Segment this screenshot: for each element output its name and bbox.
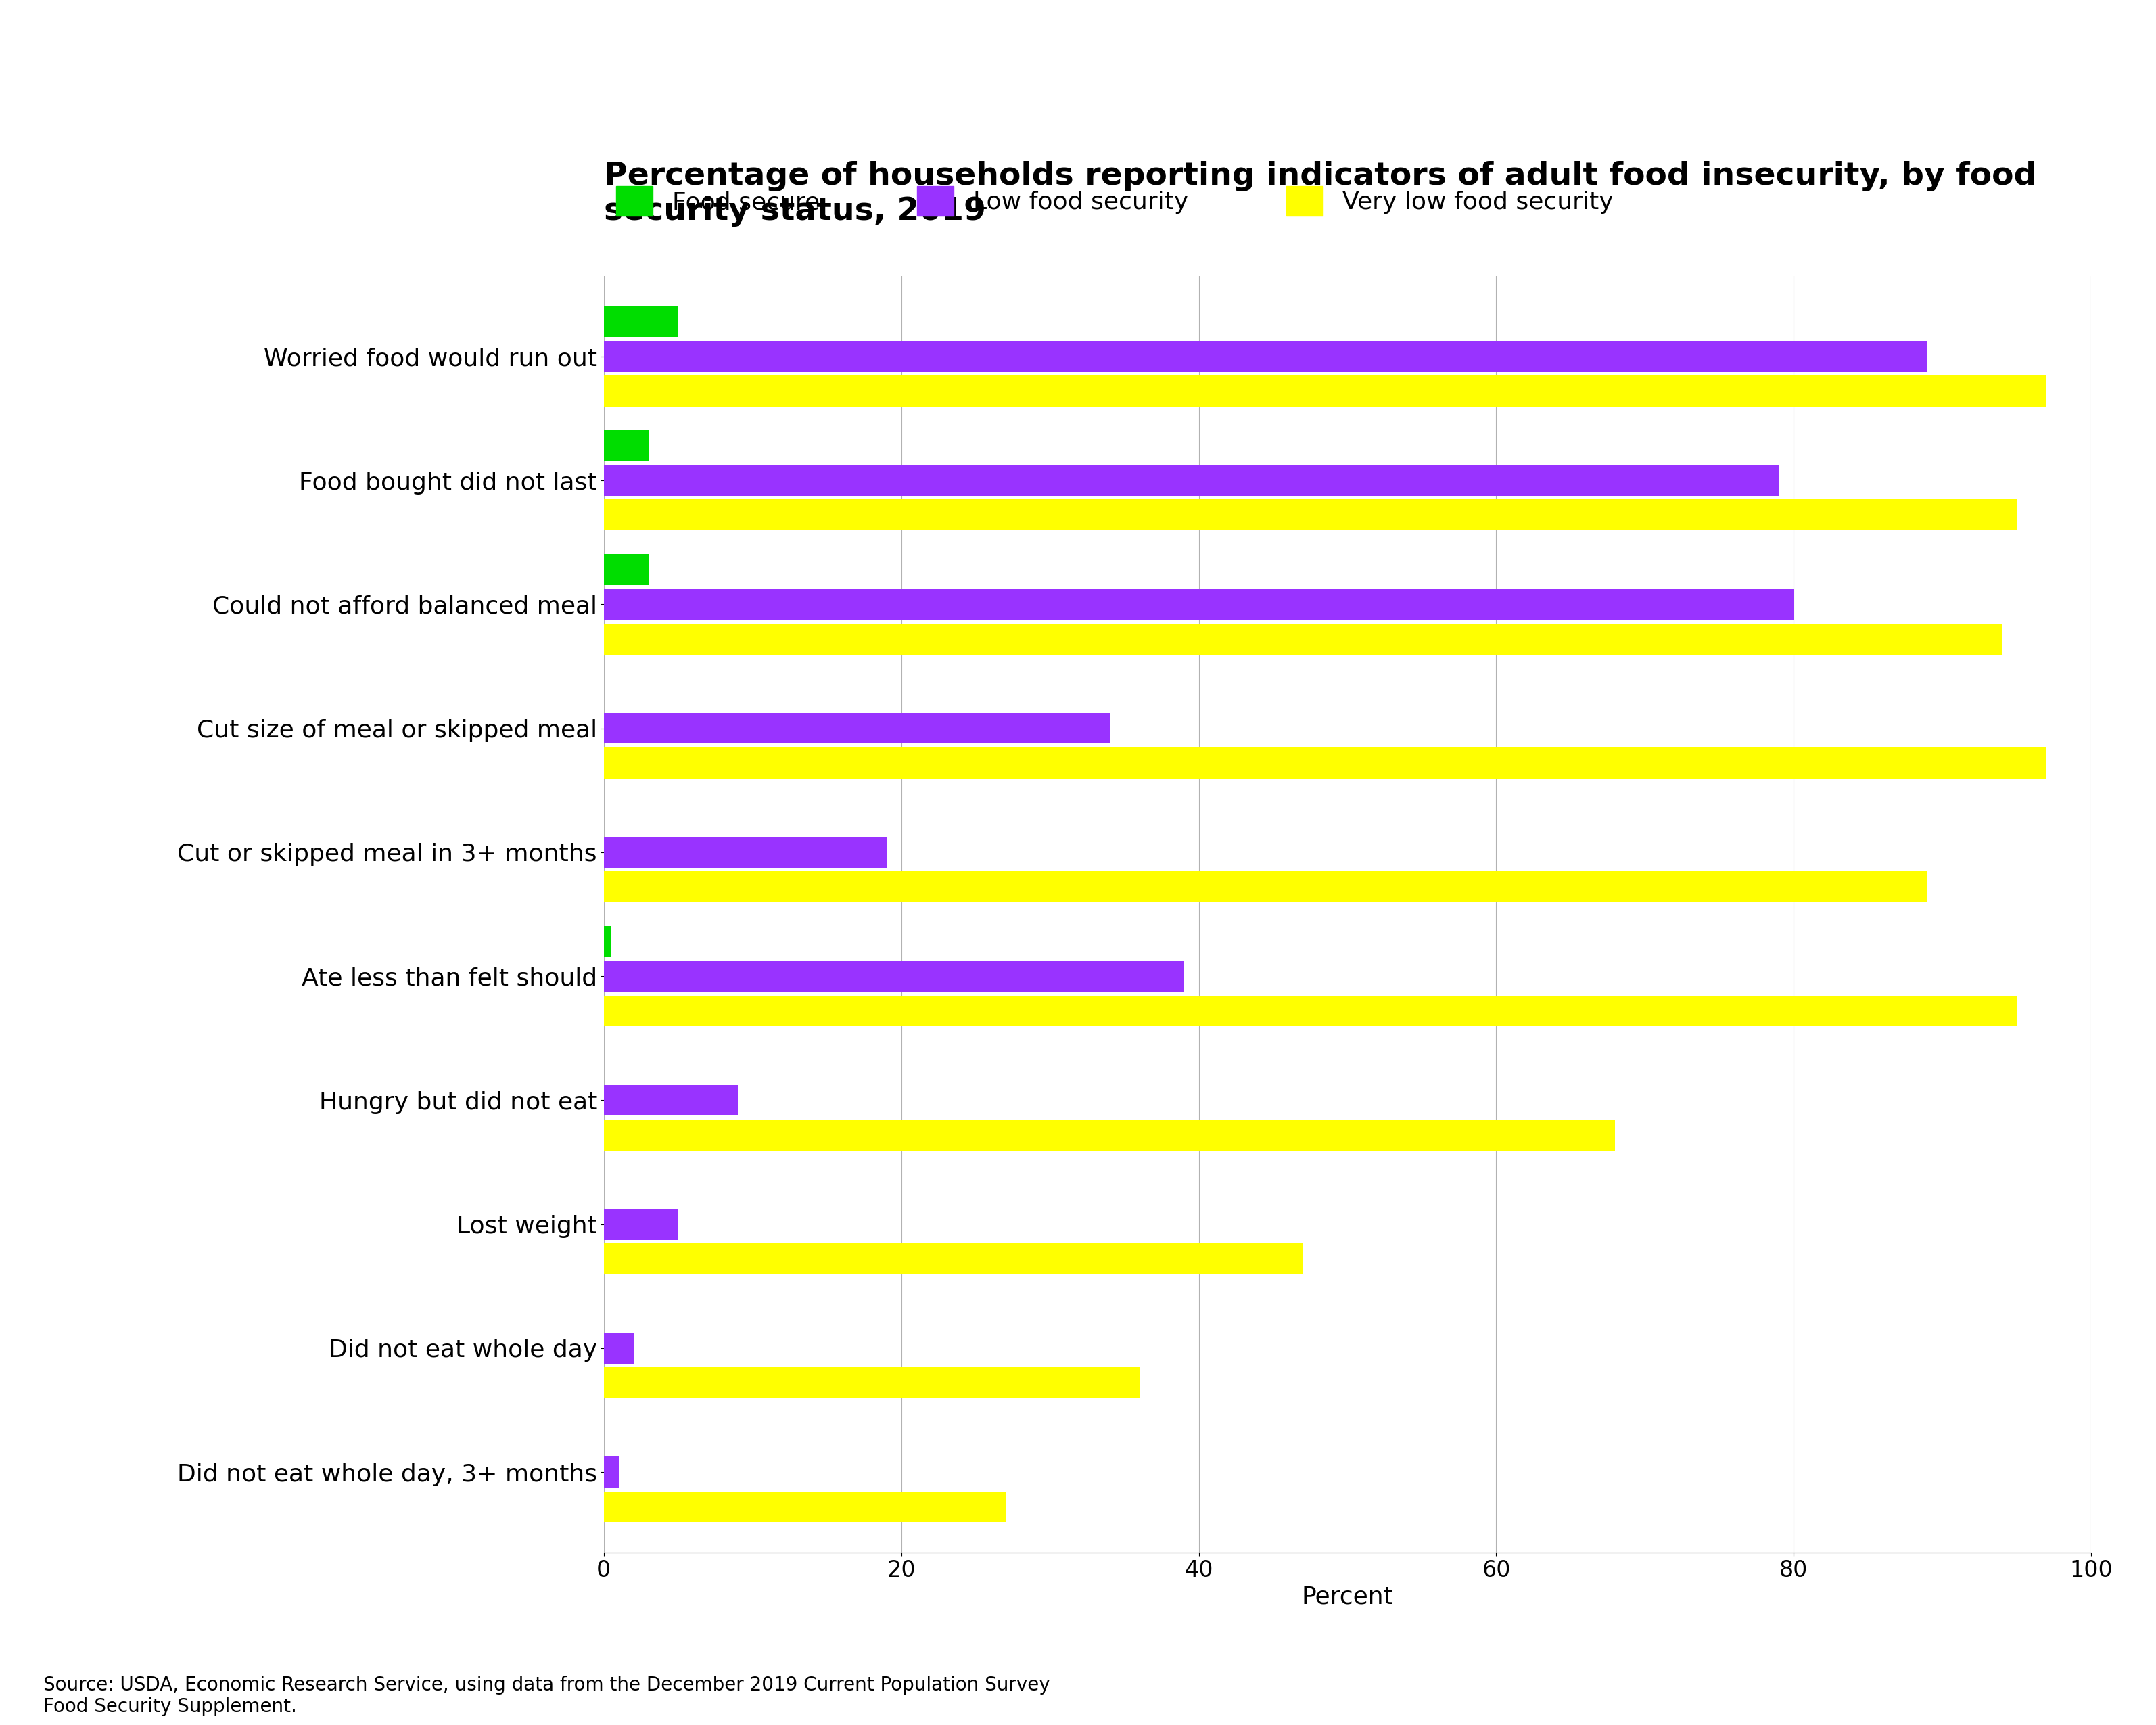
Bar xyxy=(604,554,649,585)
Bar xyxy=(604,342,1927,373)
Bar xyxy=(604,995,2018,1026)
Bar xyxy=(604,464,1779,495)
Bar xyxy=(604,961,1184,992)
Bar xyxy=(604,623,2003,654)
Bar xyxy=(604,376,2046,407)
X-axis label: Percent: Percent xyxy=(1302,1585,1393,1608)
Bar xyxy=(604,1333,634,1364)
Bar xyxy=(604,1244,1302,1275)
Bar xyxy=(604,430,649,461)
Bar xyxy=(604,1492,1005,1523)
Text: Percentage of households reporting indicators of adult food insecurity, by food
: Percentage of households reporting indic… xyxy=(604,160,2035,226)
Text: Source: USDA, Economic Research Service, using data from the December 2019 Curre: Source: USDA, Economic Research Service,… xyxy=(43,1675,1050,1716)
Bar xyxy=(604,305,677,336)
Bar xyxy=(604,500,2018,531)
Bar xyxy=(604,712,1110,743)
Bar xyxy=(604,837,886,868)
Bar xyxy=(604,588,1794,619)
Legend: Food secure, Low food security, Very low food security: Food secure, Low food security, Very low… xyxy=(617,186,1613,216)
Bar xyxy=(604,1120,1615,1151)
Bar xyxy=(604,926,610,957)
Bar xyxy=(604,871,1927,902)
Bar xyxy=(604,1085,737,1116)
Bar xyxy=(604,1209,677,1240)
Bar xyxy=(604,1368,1138,1399)
Bar xyxy=(604,747,2046,778)
Bar xyxy=(604,1456,619,1487)
